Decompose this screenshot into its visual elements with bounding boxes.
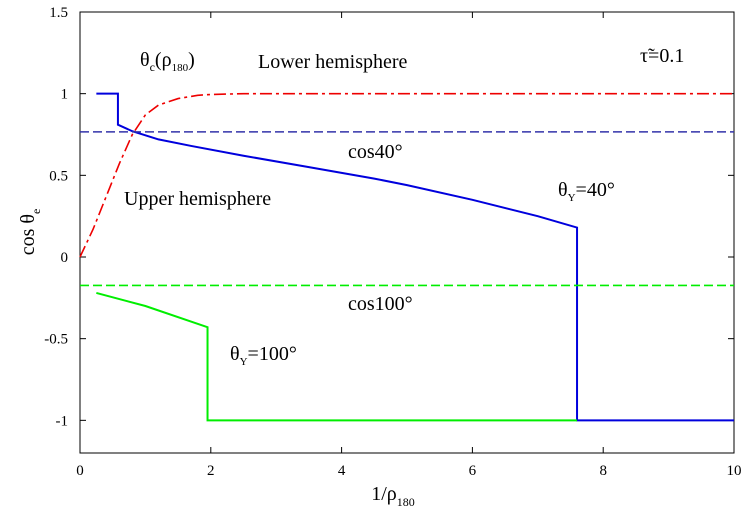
theta-y40-sub: Y <box>568 192 576 204</box>
y-tick-label: 1 <box>61 87 69 103</box>
theta-y40-rest: =40° <box>576 179 615 201</box>
lower-hemisphere-label: Lower hemisphere <box>258 51 408 73</box>
tau-annotation: τ̃=0.1 <box>640 45 684 67</box>
theta-y40-main: θ <box>558 179 568 201</box>
theta-y100-label: θY=100° <box>230 343 297 368</box>
x-axis-label: 1/ρ180 <box>371 483 415 509</box>
theta-y100-rest: =100° <box>248 343 297 365</box>
y-tick-label: -1 <box>56 413 69 429</box>
y-axis-label-main: cos θ <box>17 214 39 255</box>
series-line-2 <box>79 92 734 258</box>
theta-c-annotation: θc(ρ180) <box>140 49 195 74</box>
theta-y100-main: θ <box>230 343 240 365</box>
series-line-1 <box>96 291 578 422</box>
cos100-label: cos100° <box>348 293 413 315</box>
x-axis-label-main: 1/ρ <box>371 483 397 505</box>
x-tick-label: 0 <box>76 463 84 479</box>
theta-c-paren: (ρ <box>155 49 172 71</box>
y-axis-label: cos θe <box>17 209 43 256</box>
theta-c-close: ) <box>188 49 195 71</box>
axis-ticks: 0 2 4 6 8 10 1.5 1 0.5 0 -0.5 -1 <box>44 5 741 479</box>
series-group <box>79 92 734 422</box>
x-tick-label: 4 <box>338 463 346 479</box>
x-axis-label-sub: 180 <box>397 495 415 509</box>
theta-c-rho-sub: 180 <box>172 62 189 74</box>
theta-c-main: θ <box>140 49 150 71</box>
series-line-0 <box>96 92 734 422</box>
theta-c-sub: c <box>150 60 155 74</box>
theta-y40-label: θY=40° <box>558 179 615 204</box>
x-tick-label: 2 <box>207 463 215 479</box>
y-tick-label: 1.5 <box>49 5 68 21</box>
cos40-label: cos40° <box>348 141 403 163</box>
x-tick-label: 8 <box>599 463 607 479</box>
plot-frame <box>79 11 735 454</box>
y-axis-label-sub: e <box>29 209 43 214</box>
y-tick-label: 0 <box>61 250 69 266</box>
upper-hemisphere-label: Upper hemisphere <box>124 188 271 210</box>
theta-y100-sub: Y <box>240 356 248 368</box>
x-tick-label: 6 <box>469 463 477 479</box>
y-tick-label: -0.5 <box>44 332 68 348</box>
x-tick-label: 10 <box>727 463 742 479</box>
y-tick-label: 0.5 <box>49 168 68 184</box>
